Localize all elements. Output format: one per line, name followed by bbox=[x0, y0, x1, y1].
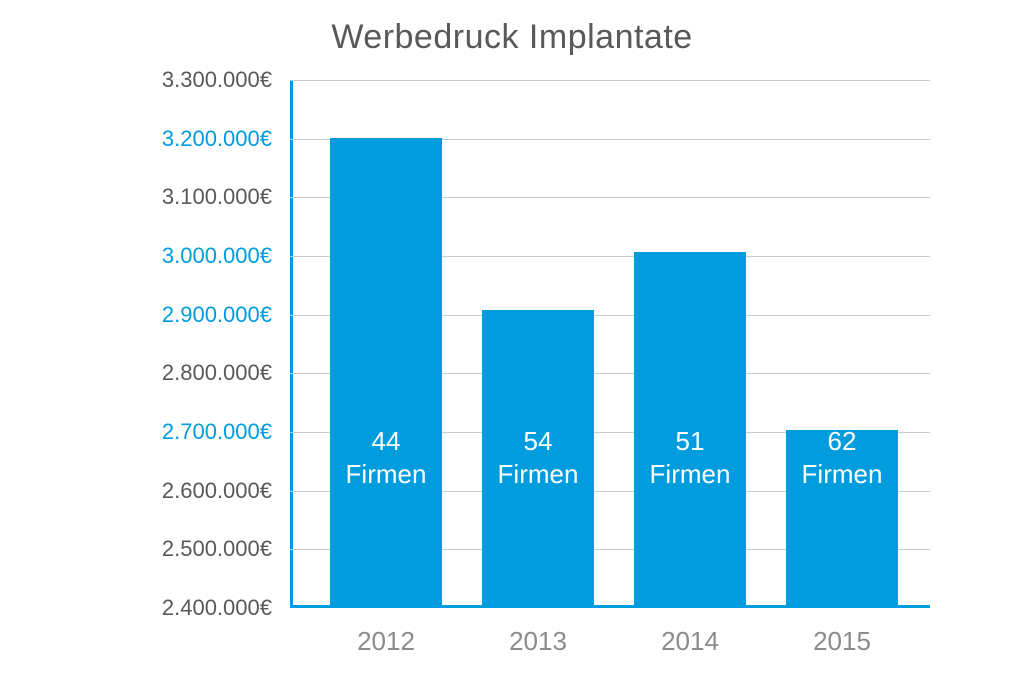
y-tick-label: 2.700.000€ bbox=[162, 419, 290, 445]
bar-2014: 51Firmen bbox=[634, 252, 746, 605]
bar-value-label: 51Firmen bbox=[650, 425, 731, 490]
y-tick-label: 2.900.000€ bbox=[162, 302, 290, 328]
bar-2015: 62Firmen bbox=[786, 430, 898, 605]
y-tick-label: 2.600.000€ bbox=[162, 478, 290, 504]
y-tick-label: 3.300.000€ bbox=[162, 67, 290, 93]
y-tick-label: 2.400.000€ bbox=[162, 595, 290, 621]
y-tick-label: 3.200.000€ bbox=[162, 126, 290, 152]
bar-value-label: 62Firmen bbox=[802, 425, 883, 490]
y-tick-label: 3.000.000€ bbox=[162, 243, 290, 269]
bar-value-label: 44Firmen bbox=[346, 425, 427, 490]
y-tick-label: 2.500.000€ bbox=[162, 536, 290, 562]
plot-area: 2.400.000€2.500.000€2.600.000€2.700.000€… bbox=[290, 80, 930, 608]
x-tick-label: 2012 bbox=[357, 608, 415, 657]
x-tick-label: 2015 bbox=[813, 608, 871, 657]
x-tick-label: 2013 bbox=[509, 608, 567, 657]
bar-value-label: 54Firmen bbox=[498, 425, 579, 490]
gridline bbox=[290, 80, 930, 81]
y-tick-label: 2.800.000€ bbox=[162, 360, 290, 386]
bar-2012: 44Firmen bbox=[330, 138, 442, 605]
chart-title: Werbedruck Implantate bbox=[0, 18, 1024, 57]
bar-2013: 54Firmen bbox=[482, 310, 594, 605]
y-axis bbox=[290, 80, 293, 608]
y-tick-label: 3.100.000€ bbox=[162, 184, 290, 210]
x-tick-label: 2014 bbox=[661, 608, 719, 657]
